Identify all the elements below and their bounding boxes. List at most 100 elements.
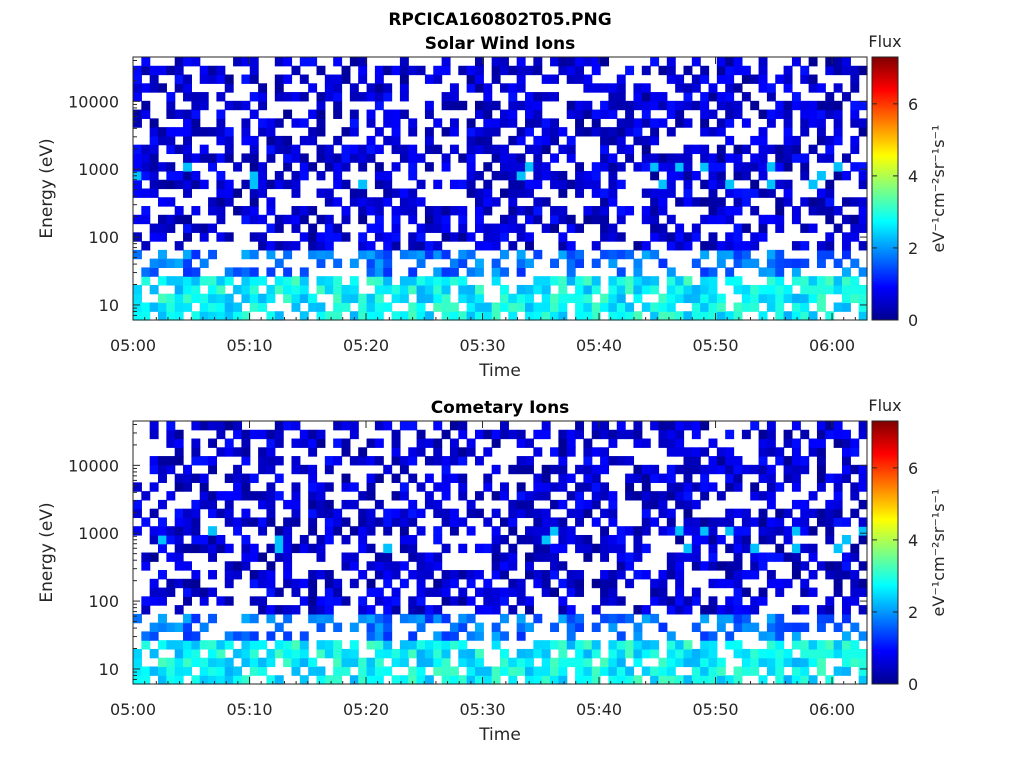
heatmap-cell: [424, 293, 434, 304]
heatmap-cell: [816, 249, 826, 260]
heatmap-cell: [391, 241, 401, 251]
heatmap-cell: [816, 456, 826, 466]
heatmap-cell: [508, 83, 518, 93]
heatmap-cell: [316, 276, 326, 286]
heatmap-cell: [658, 587, 668, 597]
heatmap-cell: [591, 206, 601, 216]
heatmap-cell: [391, 118, 401, 128]
heatmap-cell: [174, 438, 184, 448]
heatmap-cell: [700, 276, 710, 286]
heatmap-cell: [558, 657, 568, 668]
heatmap-cell: [716, 666, 726, 676]
y-axis-label: Energy (eV): [37, 138, 57, 238]
heatmap-cell: [149, 144, 159, 155]
heatmap-cell: [466, 65, 476, 76]
heatmap-cell: [541, 648, 551, 659]
heatmap-cell: [708, 657, 718, 668]
heatmap-cell: [516, 293, 526, 304]
heatmap-cell: [324, 162, 334, 172]
heatmap-cell: [191, 657, 201, 668]
heatmap-cell: [700, 561, 710, 571]
heatmap-cell: [333, 57, 343, 67]
heatmap-cell: [666, 293, 676, 304]
heatmap-cell: [174, 214, 184, 225]
heatmap-cell: [483, 482, 493, 492]
heatmap-cell: [758, 552, 768, 562]
heatmap-cell: [533, 302, 543, 312]
heatmap-cell: [733, 613, 743, 624]
heatmap-cell: [641, 491, 651, 501]
heatmap-cell: [308, 657, 318, 668]
heatmap-cell: [274, 135, 284, 146]
heatmap-cell: [550, 153, 559, 163]
heatmap-cell: [716, 57, 726, 67]
heatmap-cell: [274, 258, 284, 268]
heatmap-cell: [441, 153, 451, 163]
heatmap-cell: [775, 508, 785, 519]
heatmap-cell: [708, 517, 718, 527]
heatmap-cell: [725, 65, 735, 76]
heatmap-cell: [675, 447, 685, 457]
heatmap-cell: [858, 482, 868, 492]
heatmap-cell: [183, 543, 192, 554]
heatmap-cell: [616, 179, 626, 190]
heatmap-cell: [424, 74, 434, 84]
heatmap-cell: [508, 543, 518, 554]
heatmap-cell: [424, 214, 434, 225]
heatmap-cell: [424, 100, 434, 111]
heatmap-cell: [591, 464, 601, 475]
heatmap-cell: [591, 65, 601, 76]
heatmap-cell: [366, 311, 376, 321]
heatmap-cell: [199, 543, 209, 554]
heatmap-cell: [575, 74, 585, 84]
heatmap-cell: [266, 135, 276, 146]
heatmap-cell: [141, 596, 151, 606]
heatmap-cell: [608, 543, 618, 554]
heatmap-cell: [224, 491, 234, 501]
heatmap-cell: [391, 473, 401, 483]
heatmap-cell: [183, 214, 192, 225]
heatmap-cell: [316, 438, 326, 448]
heatmap-cell: [666, 552, 676, 562]
heatmap-cell: [424, 473, 434, 483]
heatmap-cell: [158, 302, 167, 312]
heatmap-cell: [308, 517, 318, 527]
heatmap-cell: [683, 197, 693, 207]
heatmap-cell: [825, 648, 835, 659]
heatmap-cell: [858, 499, 868, 510]
heatmap-cell: [449, 100, 459, 111]
heatmap-cell: [408, 666, 418, 676]
heatmap-cell: [850, 657, 860, 668]
heatmap-cell: [766, 249, 776, 260]
heatmap-cell: [449, 206, 459, 216]
heatmap-cell: [658, 100, 668, 111]
heatmap-cell: [299, 74, 309, 84]
heatmap-cell: [508, 526, 518, 536]
heatmap-cell: [508, 605, 518, 615]
heatmap-cell: [558, 438, 568, 448]
heatmap-cell: [600, 491, 610, 501]
heatmap-cell: [399, 109, 409, 119]
heatmap-cell: [191, 473, 201, 483]
heatmap-cell: [383, 241, 393, 251]
heatmap-cell: [541, 473, 551, 483]
heatmap-cell: [600, 666, 610, 676]
heatmap-cell: [283, 526, 293, 536]
heatmap-cell: [691, 666, 701, 676]
heatmap-cell: [591, 499, 601, 510]
heatmap-cell: [224, 438, 234, 448]
heatmap-cell: [675, 526, 685, 536]
heatmap-cell: [533, 648, 543, 659]
heatmap-cell: [758, 135, 768, 146]
heatmap-cell: [483, 429, 493, 440]
heatmap-cell: [216, 188, 226, 198]
heatmap-cell: [583, 464, 593, 475]
heatmap-cell: [199, 666, 209, 676]
heatmap-cell: [358, 179, 368, 190]
heatmap-cell: [591, 284, 601, 295]
heatmap-cell: [333, 197, 343, 207]
heatmap-cell: [416, 447, 426, 457]
heatmap-cell: [583, 473, 593, 483]
heatmap-cell: [750, 552, 760, 562]
heatmap-cell: [766, 666, 776, 676]
